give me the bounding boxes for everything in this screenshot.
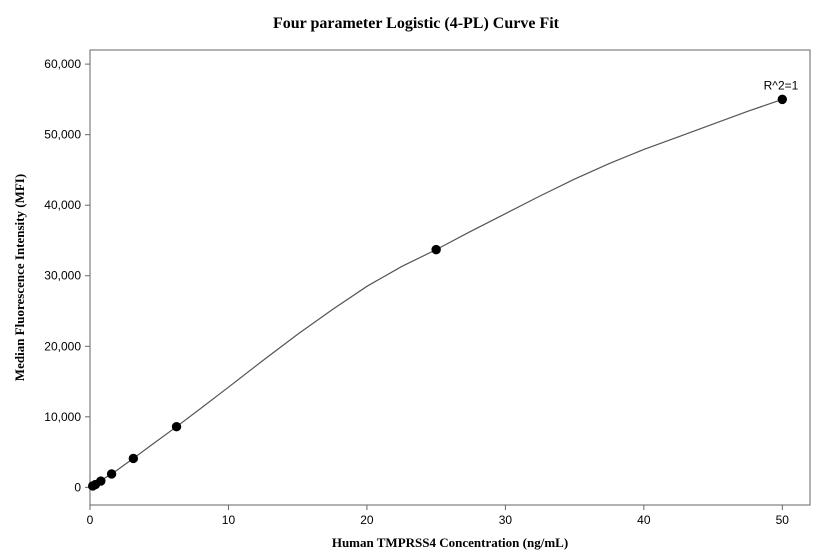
data-marker: [129, 454, 137, 462]
y-axis-ticks: 0 10,000 20,000 30,000 40,000 50,000 60,000: [44, 57, 90, 494]
data-marker: [107, 470, 115, 478]
y-tick-label: 20,000: [44, 339, 81, 353]
data-marker: [172, 422, 180, 430]
data-marker: [432, 245, 440, 253]
r-squared-annotation: R^2=1: [764, 78, 799, 92]
y-tick-label: 50,000: [44, 128, 81, 142]
x-tick-label: 30: [499, 513, 513, 527]
y-axis-label: Median Fluorescence Intensity (MFI): [12, 174, 27, 381]
y-tick-label: 10,000: [44, 410, 81, 424]
chart-title: Four parameter Logistic (4-PL) Curve Fit: [273, 15, 560, 32]
x-axis-ticks: 0 10 20 30 40 50: [87, 505, 790, 527]
data-marker: [778, 95, 786, 103]
data-marker: [97, 477, 105, 485]
y-tick-label: 60,000: [44, 57, 81, 71]
y-tick-label: 0: [74, 480, 81, 494]
fit-curve: [90, 99, 782, 487]
chart-svg: Four parameter Logistic (4-PL) Curve Fit…: [0, 0, 832, 560]
y-tick-label: 30,000: [44, 269, 81, 283]
x-tick-label: 50: [776, 513, 790, 527]
x-tick-label: 10: [222, 513, 236, 527]
x-tick-label: 0: [87, 513, 94, 527]
x-axis-label: Human TMPRSS4 Concentration (ng/mL): [332, 535, 568, 550]
plot-border: [90, 50, 810, 505]
x-tick-label: 40: [637, 513, 651, 527]
y-tick-label: 40,000: [44, 198, 81, 212]
data-markers: [89, 95, 787, 490]
x-tick-label: 20: [360, 513, 374, 527]
chart-container: Four parameter Logistic (4-PL) Curve Fit…: [0, 0, 832, 560]
